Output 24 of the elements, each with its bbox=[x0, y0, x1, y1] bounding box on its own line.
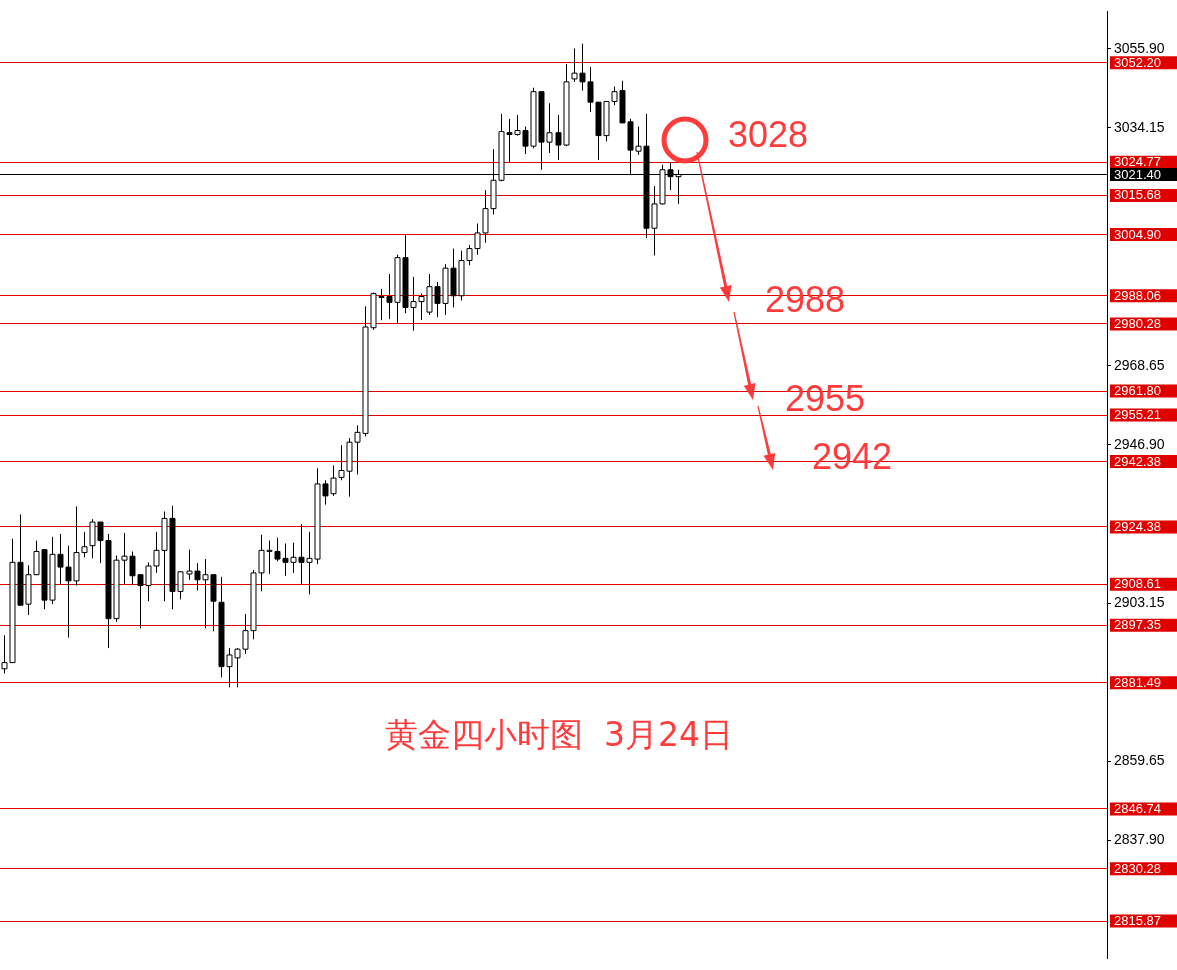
ref-line-label: 2815.87 bbox=[1114, 913, 1161, 929]
y-tick-label: 2968.65 bbox=[1114, 356, 1165, 373]
y-tick-label: 3055.90 bbox=[1114, 39, 1165, 56]
y-tick-label: 3034.15 bbox=[1114, 118, 1165, 135]
text: 黄金四小时图 3月24日 bbox=[385, 714, 733, 756]
ref-line-label: 2980.28 bbox=[1114, 316, 1161, 332]
ref-line-label: 2955.21 bbox=[1114, 407, 1161, 423]
ref-line-label: 3004.90 bbox=[1114, 226, 1161, 242]
y-tick-label: 2903.15 bbox=[1114, 594, 1165, 611]
ref-line-label: 3015.68 bbox=[1114, 187, 1161, 203]
ref-line-label: 2988.06 bbox=[1114, 287, 1161, 303]
y-tick-label: 2859.65 bbox=[1114, 752, 1165, 769]
ref-line-label: 2961.80 bbox=[1114, 383, 1161, 399]
ref-line-label: 2830.28 bbox=[1114, 860, 1161, 876]
ref-line-label: 2924.38 bbox=[1114, 519, 1161, 535]
ref-line-label: 2908.61 bbox=[1114, 576, 1161, 592]
ref-line-label: 3052.20 bbox=[1114, 54, 1161, 70]
ref-line-label: 2846.74 bbox=[1114, 801, 1161, 817]
annotation: 3028 bbox=[728, 113, 809, 155]
ref-line-label: 2881.49 bbox=[1114, 674, 1161, 690]
y-tick-label: 2837.90 bbox=[1114, 831, 1165, 848]
y-tick-label: 2946.90 bbox=[1114, 435, 1165, 452]
ref-line-label: 2942.38 bbox=[1114, 453, 1161, 469]
ref-line-label: 2897.35 bbox=[1114, 617, 1161, 633]
